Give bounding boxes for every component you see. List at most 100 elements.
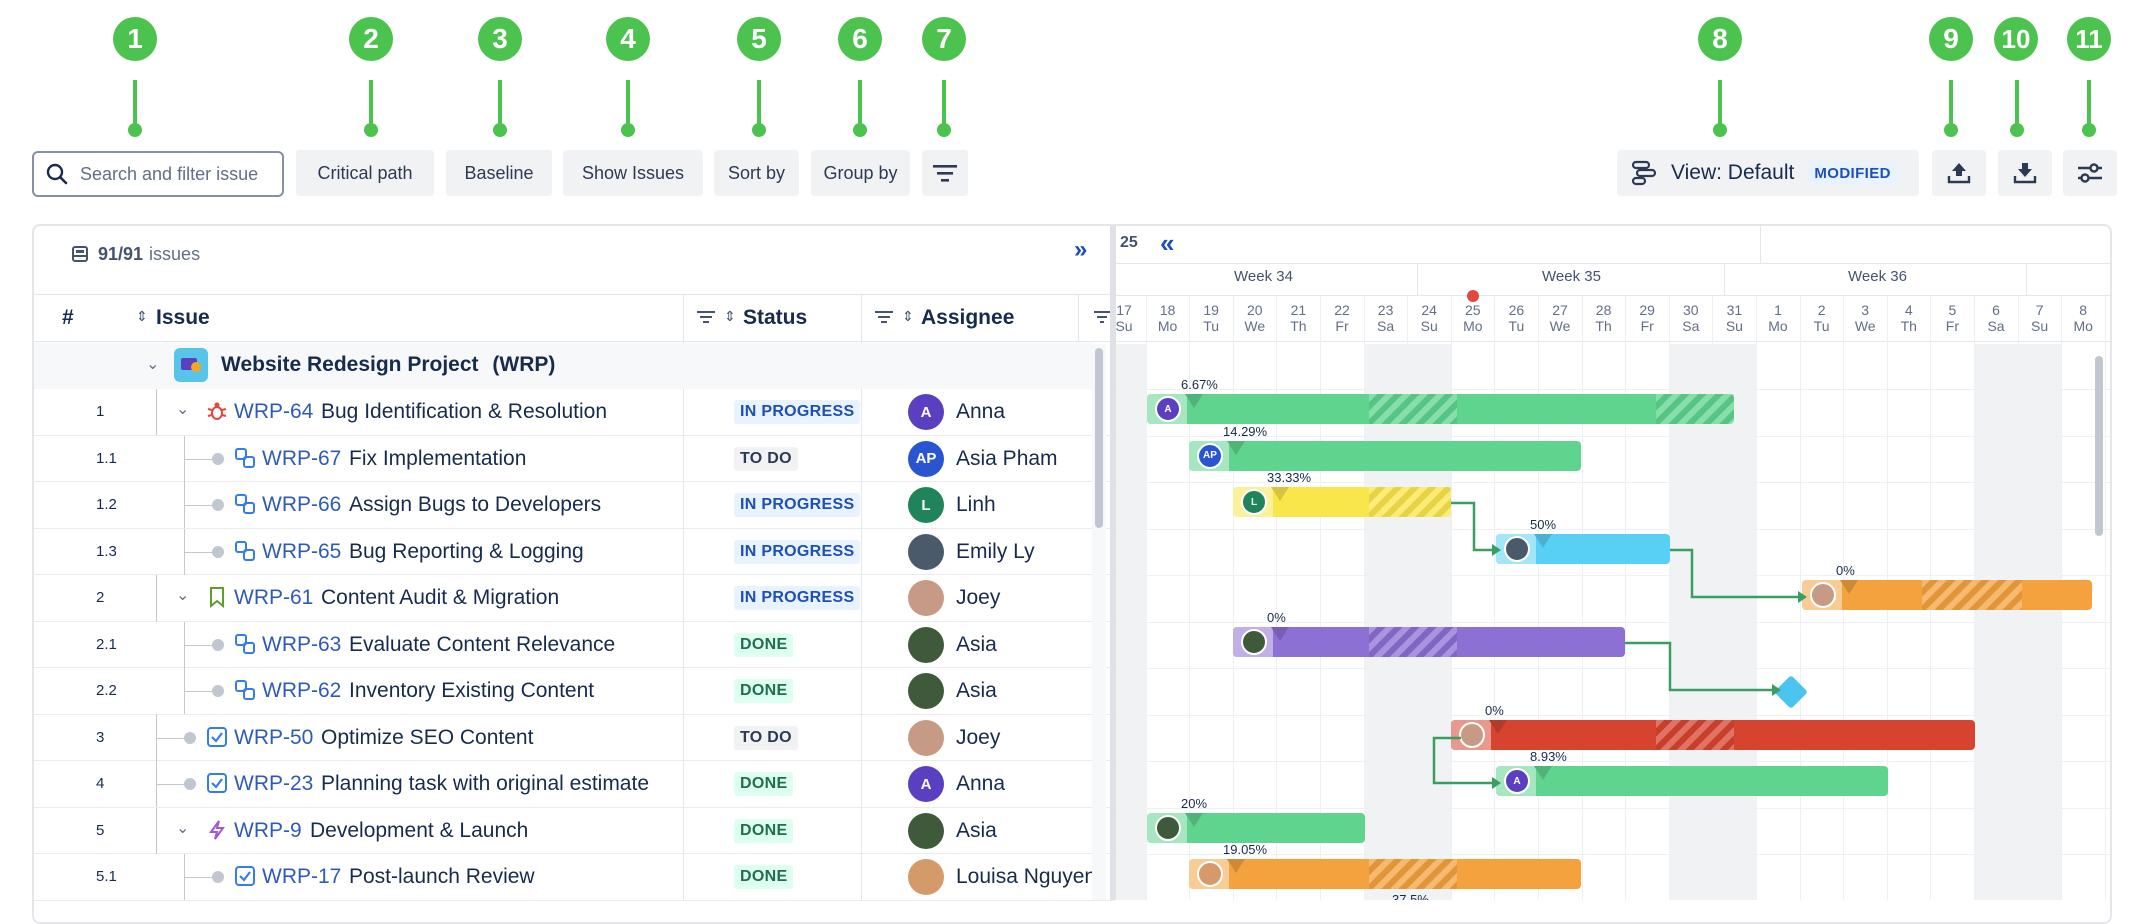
status-badge[interactable]: IN PROGRESS — [734, 400, 861, 424]
issue-row[interactable]: 1.1 WRP-67 Fix Implementation TO DO AP Asia P… — [34, 435, 1114, 482]
timeline-scrollbar-track[interactable] — [2092, 344, 2106, 900]
assignee-name[interactable]: Emily Ly — [956, 539, 1035, 563]
progress-marker[interactable] — [1534, 766, 1552, 780]
issue-row[interactable]: 2.1 WRP-63 Evaluate Content Relevance DONE A… — [34, 621, 1114, 668]
status-sort-icon[interactable]: ⇕ — [724, 308, 736, 324]
assignee-name[interactable]: Anna — [956, 400, 1006, 423]
issue-key-link[interactable]: WRP-63 — [262, 632, 342, 656]
assignee-name[interactable]: Asia — [956, 679, 997, 702]
status-badge[interactable]: IN PROGRESS — [734, 493, 861, 517]
status-badge[interactable]: DONE — [734, 632, 794, 657]
col-issue-header[interactable]: Issue — [156, 306, 210, 329]
extra-filter-icon[interactable] — [1094, 309, 1110, 330]
assignee-name[interactable]: Linh — [956, 493, 996, 516]
issue-summary[interactable]: Evaluate Content Relevance — [349, 632, 616, 656]
status-badge[interactable]: IN PROGRESS — [734, 586, 861, 610]
gantt-bar[interactable] — [1451, 719, 1975, 750]
issue-summary[interactable]: Planning task with original estimate — [321, 772, 650, 795]
sort-by-button[interactable]: Sort by — [714, 150, 799, 196]
issue-key-link[interactable]: WRP-66 — [262, 493, 342, 516]
dependency-line[interactable] — [1625, 641, 1772, 692]
baseline-button[interactable]: Baseline — [446, 150, 552, 196]
assignee-name[interactable]: Anna — [956, 772, 1006, 795]
critical-path-button[interactable]: Critical path — [296, 150, 434, 196]
sort-icon[interactable]: ⇕ — [136, 308, 148, 324]
status-badge[interactable]: DONE — [734, 865, 794, 889]
issue-row[interactable]: 1 ⌄ WRP-64 Bug Identification & Resolution I… — [34, 389, 1114, 436]
issue-summary[interactable]: Optimize SEO Content — [321, 725, 534, 749]
chevron-down-icon[interactable]: ⌄ — [176, 587, 190, 604]
dependency-line[interactable] — [1670, 548, 1798, 599]
issue-key-link[interactable]: WRP-50 — [234, 725, 314, 749]
export-button[interactable] — [1932, 150, 1986, 196]
status-badge[interactable]: DONE — [734, 818, 794, 843]
grid-scrollbar-track[interactable] — [1092, 344, 1106, 900]
status-badge[interactable]: IN PROGRESS — [734, 539, 861, 564]
issue-summary[interactable]: Inventory Existing Content — [349, 679, 595, 702]
assignee-filter-icon[interactable] — [875, 309, 893, 330]
status-badge[interactable]: TO DO — [734, 725, 798, 750]
search-field[interactable] — [32, 151, 284, 197]
grid-scrollbar-thumb[interactable] — [1095, 348, 1103, 528]
chevron-down-icon[interactable]: ⌄ — [146, 356, 160, 373]
project-row[interactable] — [34, 343, 1094, 389]
progress-marker[interactable] — [1185, 812, 1203, 827]
chevron-down-icon[interactable]: ⌄ — [176, 819, 190, 837]
issue-summary[interactable]: Fix Implementation — [349, 446, 527, 470]
issue-key-link[interactable]: WRP-65 — [262, 539, 342, 563]
show-issues-button[interactable]: Show Issues — [563, 150, 703, 196]
issue-row[interactable]: 3 WRP-50 Optimize SEO Content TO DO Joey — [34, 714, 1114, 761]
issue-key-link[interactable]: WRP-9 — [234, 818, 302, 842]
col-status-header[interactable]: Status — [743, 306, 808, 329]
issue-row[interactable]: 1.3 WRP-65 Bug Reporting & Logging IN PROGR… — [34, 528, 1114, 575]
issue-summary[interactable]: Post-launch Review — [349, 865, 535, 888]
assignee-sort-icon[interactable]: ⇕ — [902, 308, 914, 324]
issue-row[interactable]: 5 ⌄ WRP-9 Development & Launch DONE Asia — [34, 807, 1114, 854]
gantt-bar[interactable] — [1496, 766, 1888, 796]
issue-key-link[interactable]: WRP-67 — [262, 446, 342, 470]
dependency-line[interactable] — [1432, 736, 1492, 785]
gantt-bar[interactable] — [1189, 440, 1581, 471]
progress-marker[interactable] — [1227, 859, 1245, 873]
status-badge[interactable]: TO DO — [734, 446, 798, 471]
issue-row[interactable]: 2 ⌄ WRP-61 Content Audit & Migration IN PROG… — [34, 575, 1114, 622]
issue-key-link[interactable]: WRP-64 — [234, 400, 314, 423]
assignee-name[interactable]: Asia Pham — [956, 446, 1058, 470]
collapse-grid-icon[interactable]: » — [1074, 236, 1088, 263]
assignee-name[interactable]: Louisa Nguyen — [956, 865, 1097, 888]
issue-key-link[interactable]: WRP-61 — [234, 586, 314, 609]
chevron-down-icon[interactable]: ⌄ — [176, 401, 190, 418]
import-button[interactable] — [1998, 150, 2052, 196]
issue-summary[interactable]: Bug Reporting & Logging — [349, 539, 584, 563]
group-by-button[interactable]: Group by — [811, 150, 910, 196]
view-selector[interactable]: View: Default MODIFIED — [1617, 150, 1919, 196]
settings-button[interactable] — [2063, 150, 2117, 196]
col-assignee-header[interactable]: Assignee — [921, 306, 1015, 329]
gantt-bar[interactable] — [1233, 626, 1625, 657]
progress-marker[interactable] — [1271, 626, 1289, 641]
progress-marker[interactable] — [1489, 719, 1507, 734]
progress-marker[interactable] — [1840, 580, 1858, 594]
status-badge[interactable]: DONE — [734, 772, 794, 796]
issue-row[interactable]: 4 WRP-23 Planning task with original estim… — [34, 761, 1114, 808]
assignee-name[interactable]: Asia — [956, 818, 997, 842]
progress-marker[interactable] — [1271, 487, 1289, 501]
assignee-name[interactable]: Joey — [956, 586, 1001, 609]
progress-marker[interactable] — [1534, 533, 1552, 548]
issue-row[interactable]: 5.1 WRP-17 Post-launch Review DONE Louisa Ng… — [34, 854, 1114, 901]
search-input[interactable] — [80, 163, 260, 185]
gantt-bar[interactable] — [1147, 812, 1365, 843]
status-filter-icon[interactable] — [697, 309, 715, 330]
progress-marker[interactable] — [1227, 440, 1245, 455]
issue-summary[interactable]: Content Audit & Migration — [321, 586, 560, 609]
assignee-name[interactable]: Joey — [956, 725, 1001, 749]
issue-summary[interactable]: Bug Identification & Resolution — [321, 400, 608, 423]
issue-row[interactable]: 2.2 WRP-62 Inventory Existing Content DONE A… — [34, 668, 1114, 715]
issue-summary[interactable]: Development & Launch — [310, 818, 529, 842]
issue-key-link[interactable]: WRP-23 — [234, 772, 314, 795]
issue-summary[interactable]: Assign Bugs to Developers — [349, 493, 602, 516]
timeline-scrollbar-thumb[interactable] — [2095, 356, 2103, 536]
scroll-back-icon[interactable]: « — [1160, 228, 1175, 258]
assignee-name[interactable]: Asia — [956, 632, 997, 656]
gantt-bar[interactable] — [1147, 394, 1734, 424]
